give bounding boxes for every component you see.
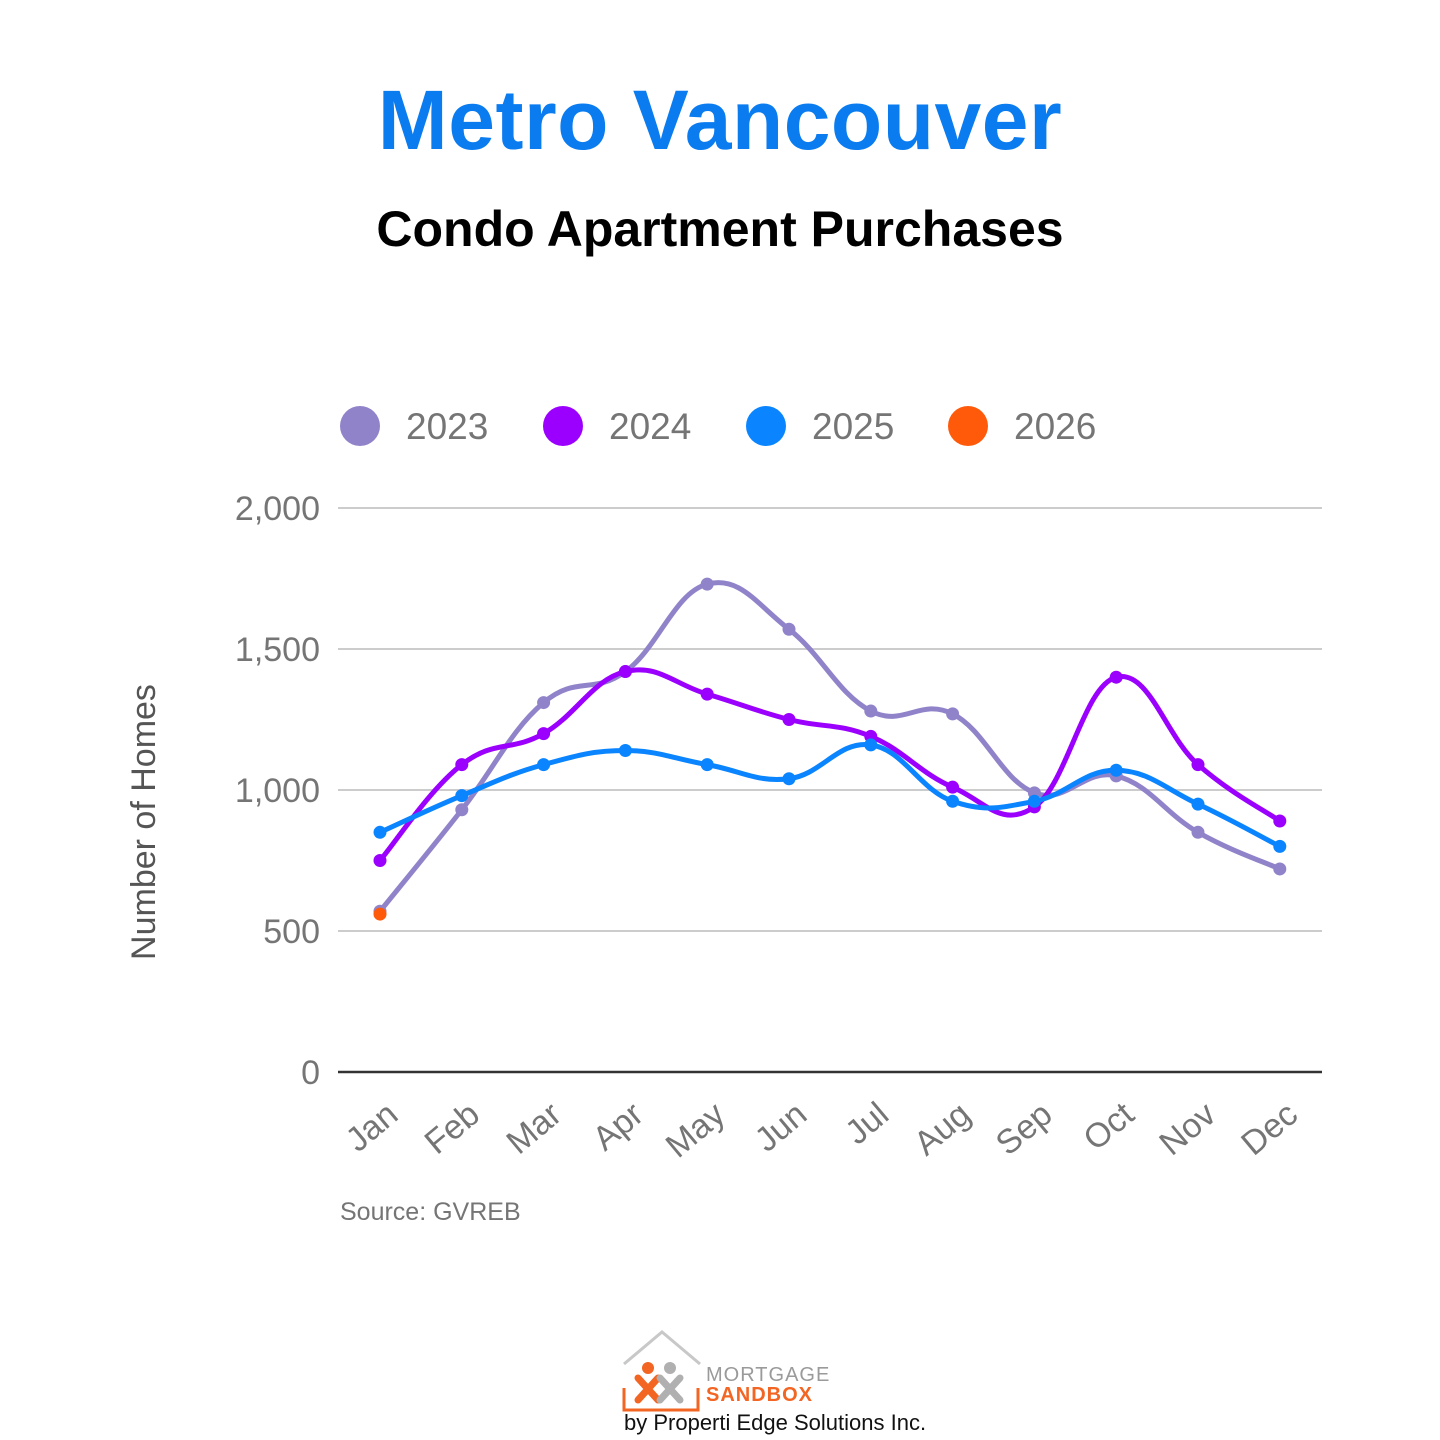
chart-source: Source: GVREB [340,1198,521,1226]
data-point [1191,758,1205,772]
logo-word-mortgage: MORTGAGE [706,1364,831,1386]
data-point [373,907,387,921]
chart-series [373,577,1287,921]
legend-swatch [746,406,786,446]
data-point [946,780,960,794]
data-point [537,758,551,772]
legend-label: 2026 [1014,406,1096,447]
data-point [1273,862,1287,876]
data-point [864,704,878,718]
x-tick-label: Feb [418,1095,487,1162]
data-point [700,687,714,701]
data-point [1109,670,1123,684]
y-tick-label: 0 [301,1054,320,1092]
logo-word-sandbox: SANDBOX [706,1384,814,1406]
legend-item: 2023 [340,406,488,447]
data-point [782,622,796,636]
series-line [377,742,1283,849]
data-point [1273,839,1287,853]
x-tick-label: Apr [586,1095,651,1158]
data-point [373,825,387,839]
chart-legend: 2023 2024 2025 2026 [340,406,1096,447]
y-axis-ticks: 0 500 1,000 1,500 2,000 [235,490,320,1092]
data-point [1109,763,1123,777]
x-tick-label: Mar [499,1095,568,1162]
legend-item: 2025 [746,406,894,447]
series-2025 [373,738,1287,853]
data-point [455,758,469,772]
legend-item: 2024 [543,406,691,447]
legend-label: 2023 [406,406,488,447]
data-point [782,772,796,786]
x-tick-label: Jan [339,1095,405,1159]
x-tick-label: Oct [1076,1095,1141,1158]
data-point [455,789,469,803]
data-point [946,794,960,808]
data-point [455,803,469,817]
series-line [377,580,1283,914]
data-point [537,696,551,710]
legend-swatch [340,406,380,446]
x-tick-label: Jul [838,1095,896,1152]
legend-label: 2025 [812,406,894,447]
series-2024 [373,665,1287,867]
y-tick-label: 1,000 [235,772,320,810]
y-axis-label: Number of Homes [125,684,163,960]
series-line [377,667,1283,863]
legend-label: 2024 [609,406,691,447]
data-point [373,854,387,867]
chart-gridlines [338,507,1322,1074]
x-tick-label: Nov [1152,1095,1223,1163]
data-point [782,713,796,726]
data-point [537,727,551,741]
house-logo-icon [622,1330,701,1412]
x-tick-label: Dec [1234,1095,1305,1163]
x-tick-label: May [659,1095,733,1165]
page-title: Metro Vancouver [377,73,1063,167]
legend-item: 2026 [948,406,1096,447]
data-point [1027,794,1041,808]
x-axis-ticks: Jan Feb Mar Apr May Jun Jul Aug Sep Oct Nov Dec [339,1095,1305,1166]
data-point [700,577,714,591]
series-2026 [373,907,387,921]
y-tick-label: 500 [263,913,320,951]
data-point [618,744,632,758]
data-point [700,758,714,772]
data-point [946,707,960,721]
data-point [1191,825,1205,839]
legend-swatch [948,406,988,446]
data-point [864,738,878,752]
legend-swatch [543,406,583,446]
x-tick-label: Aug [907,1095,978,1163]
y-tick-label: 2,000 [235,490,320,528]
y-tick-label: 1,500 [235,631,320,669]
x-tick-label: Jun [748,1095,814,1159]
data-point [1273,814,1287,828]
data-point [1191,797,1205,811]
mortgage-sandbox-logo: MORTGAGE SANDBOX [618,1326,918,1440]
logo-byline: by Properti Edge Solutions Inc. [624,1410,927,1435]
page-subtitle: Condo Apartment Purchases [376,201,1064,257]
x-tick-label: Sep [989,1095,1060,1163]
data-point [618,665,632,679]
